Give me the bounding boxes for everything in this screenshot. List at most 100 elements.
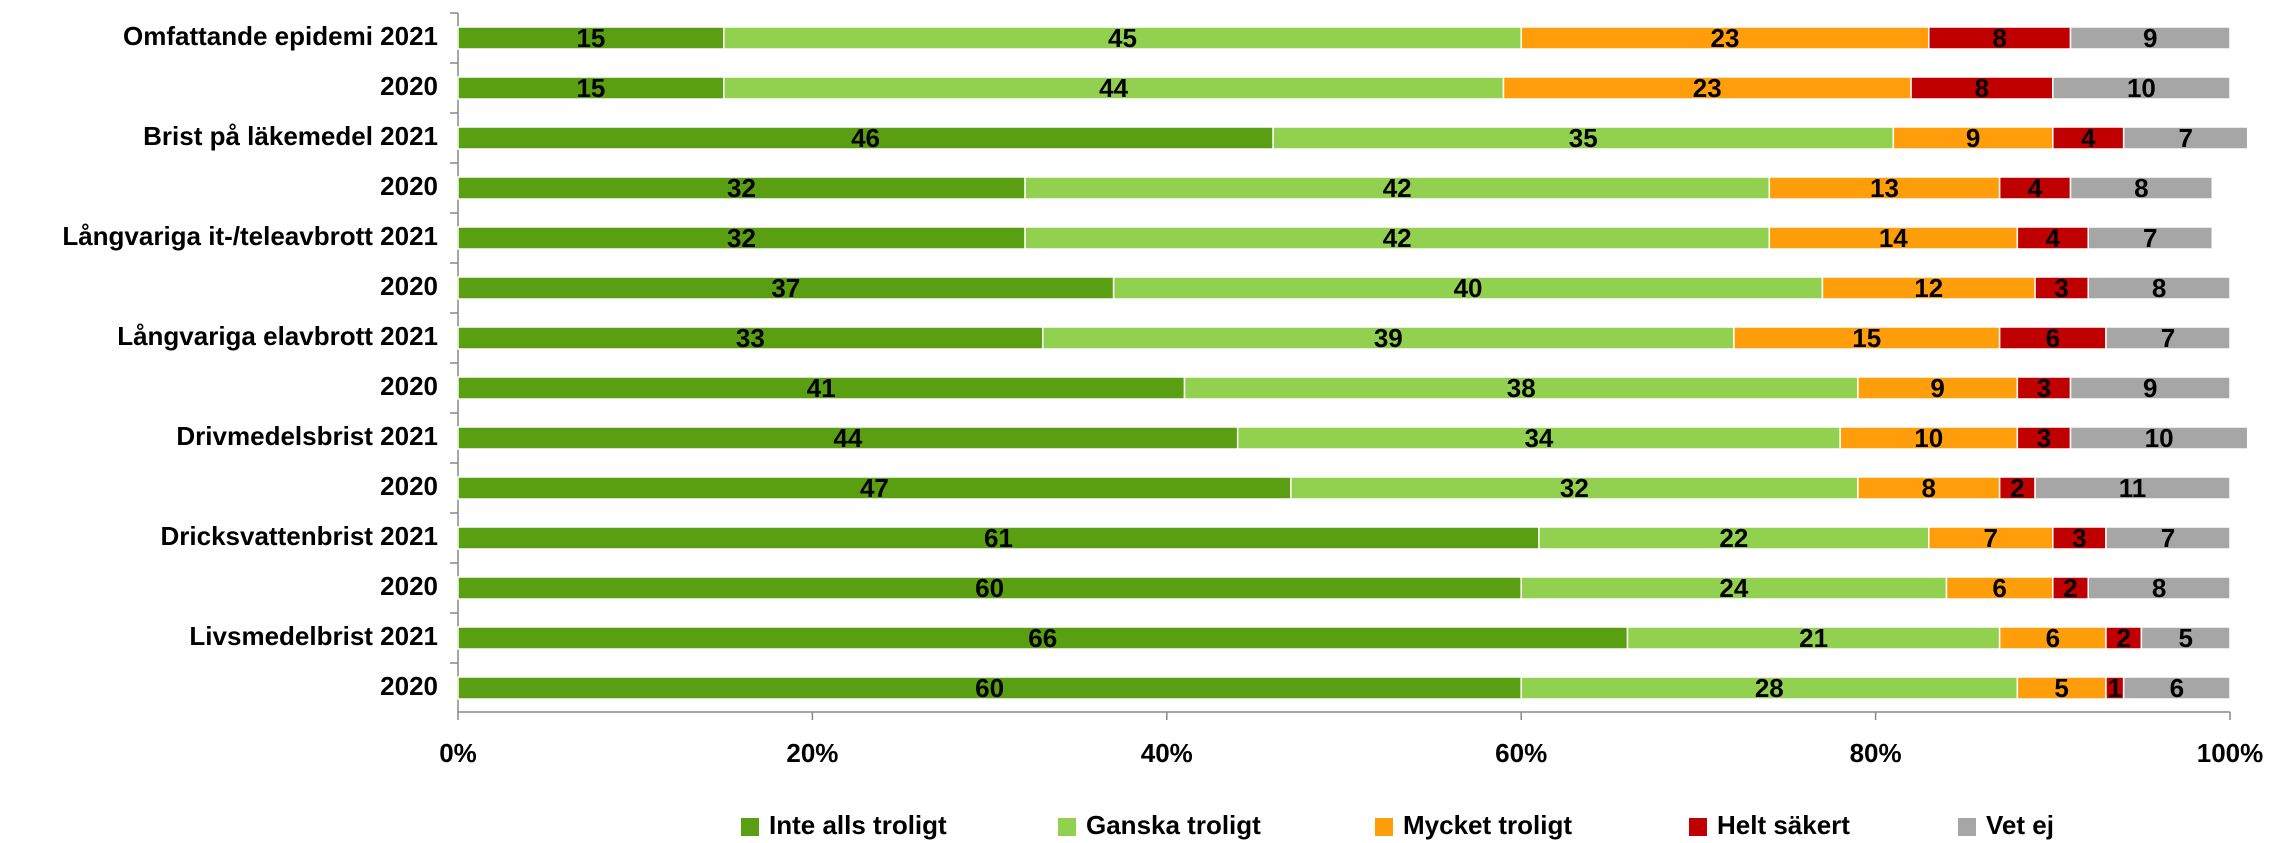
data-label: 32 bbox=[727, 173, 756, 203]
data-label: 61 bbox=[984, 523, 1013, 553]
bar-segment bbox=[2069, 426, 2249, 450]
data-label: 7 bbox=[2178, 123, 2192, 153]
data-label: 60 bbox=[975, 673, 1004, 703]
data-label: 38 bbox=[1507, 373, 1536, 403]
data-label: 33 bbox=[736, 323, 765, 353]
data-label: 44 bbox=[1099, 73, 1128, 103]
data-label: 42 bbox=[1383, 173, 1412, 203]
data-label: 3 bbox=[2037, 373, 2051, 403]
data-label: 60 bbox=[975, 573, 1004, 603]
legend-swatch bbox=[1375, 818, 1393, 836]
data-label: 2 bbox=[2063, 573, 2077, 603]
data-label: 9 bbox=[2143, 23, 2157, 53]
data-label: 8 bbox=[2152, 273, 2166, 303]
data-label: 15 bbox=[576, 73, 605, 103]
legend-swatch bbox=[1958, 818, 1976, 836]
x-tick-label: 60% bbox=[1495, 738, 1547, 768]
x-tick-label: 40% bbox=[1141, 738, 1193, 768]
data-label: 66 bbox=[1028, 623, 1057, 653]
data-label: 10 bbox=[1914, 423, 1943, 453]
data-label: 34 bbox=[1524, 423, 1553, 453]
data-label: 13 bbox=[1870, 173, 1899, 203]
y-tick-label: Drivmedelsbrist 2021 bbox=[176, 421, 438, 451]
x-tick-label: 80% bbox=[1850, 738, 1902, 768]
data-label: 40 bbox=[1454, 273, 1483, 303]
y-tick-label: 2020 bbox=[380, 371, 438, 401]
data-label: 6 bbox=[2170, 673, 2184, 703]
y-tick-label: 2020 bbox=[380, 471, 438, 501]
data-label: 2 bbox=[2116, 623, 2130, 653]
data-label: 23 bbox=[1711, 23, 1740, 53]
data-label: 37 bbox=[771, 273, 800, 303]
bar-segment bbox=[2034, 476, 2231, 500]
data-label: 7 bbox=[2161, 323, 2175, 353]
data-label: 11 bbox=[2119, 473, 2147, 503]
data-label: 42 bbox=[1383, 223, 1412, 253]
bar-segment bbox=[2105, 326, 2231, 350]
data-label: 8 bbox=[2134, 173, 2148, 203]
bar-segment bbox=[2105, 526, 2231, 550]
data-label: 9 bbox=[2143, 373, 2157, 403]
data-label: 8 bbox=[1922, 473, 1936, 503]
bar-segment bbox=[2069, 26, 2231, 50]
data-label: 15 bbox=[1852, 323, 1881, 353]
bar-segment bbox=[2122, 126, 2249, 150]
data-label: 24 bbox=[1719, 573, 1748, 603]
data-label: 45 bbox=[1108, 23, 1137, 53]
data-label: 22 bbox=[1719, 523, 1748, 553]
data-label: 8 bbox=[2152, 573, 2166, 603]
y-tick-label: 2020 bbox=[380, 671, 438, 701]
y-tick-label: Omfattande epidemi 2021 bbox=[123, 21, 438, 51]
data-label: 32 bbox=[1560, 473, 1589, 503]
bar-segment bbox=[2069, 176, 2214, 200]
data-label: 6 bbox=[2046, 323, 2060, 353]
data-label: 41 bbox=[807, 373, 836, 403]
legend-label: Ganska troligt bbox=[1086, 810, 1261, 840]
data-label: 4 bbox=[2081, 123, 2096, 153]
y-tick-label: Långvariga it-/teleavbrott 2021 bbox=[62, 221, 438, 251]
data-label: 1 bbox=[2108, 673, 2122, 703]
legend-label: Vet ej bbox=[1986, 810, 2054, 840]
legend-label: Inte alls troligt bbox=[769, 810, 947, 840]
bar-segment bbox=[2122, 676, 2231, 700]
data-label: 4 bbox=[2046, 223, 2061, 253]
data-label: 47 bbox=[860, 473, 889, 503]
data-label: 7 bbox=[2161, 523, 2175, 553]
data-label: 3 bbox=[2072, 523, 2086, 553]
data-label: 8 bbox=[1975, 73, 1989, 103]
bar-segment bbox=[2087, 576, 2231, 600]
data-label: 7 bbox=[1984, 523, 1998, 553]
bar-segment bbox=[2087, 226, 2214, 250]
y-tick-label: Livsmedelbrist 2021 bbox=[189, 621, 438, 651]
data-label: 10 bbox=[2145, 423, 2174, 453]
data-label: 6 bbox=[2046, 623, 2060, 653]
legend-swatch bbox=[1058, 818, 1076, 836]
data-label: 3 bbox=[2037, 423, 2051, 453]
data-label: 4 bbox=[2028, 173, 2043, 203]
data-label: 35 bbox=[1569, 123, 1598, 153]
y-tick-label: 2020 bbox=[380, 271, 438, 301]
data-label: 39 bbox=[1374, 323, 1403, 353]
data-label: 9 bbox=[1966, 123, 1980, 153]
x-tick-label: 100% bbox=[2197, 738, 2264, 768]
bar-segment bbox=[2069, 376, 2231, 400]
y-tick-label: Brist på läkemedel 2021 bbox=[143, 121, 438, 151]
data-label: 28 bbox=[1755, 673, 1784, 703]
legend-label: Helt säkert bbox=[1717, 810, 1850, 840]
data-label: 3 bbox=[2054, 273, 2068, 303]
data-label: 23 bbox=[1693, 73, 1722, 103]
legend-label: Mycket troligt bbox=[1403, 810, 1572, 840]
data-label: 46 bbox=[851, 123, 880, 153]
y-tick-label: Långvariga elavbrott 2021 bbox=[117, 321, 438, 351]
y-tick-label: 2020 bbox=[380, 171, 438, 201]
data-label: 2 bbox=[2010, 473, 2024, 503]
data-label: 10 bbox=[2127, 73, 2156, 103]
data-label: 6 bbox=[1992, 573, 2006, 603]
legend-swatch bbox=[1689, 818, 1707, 836]
data-label: 5 bbox=[2178, 623, 2192, 653]
data-label: 15 bbox=[576, 23, 605, 53]
y-tick-label: 2020 bbox=[380, 571, 438, 601]
bar-segment bbox=[2140, 626, 2231, 650]
data-label: 44 bbox=[833, 423, 862, 453]
